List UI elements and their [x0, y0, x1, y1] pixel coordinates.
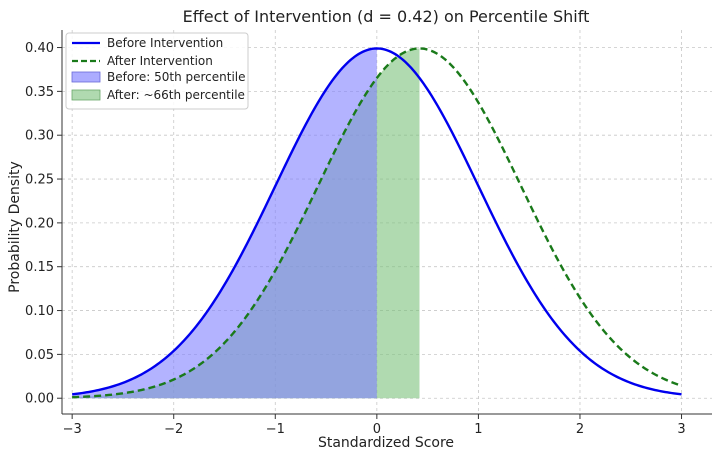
- tick-labels: −3 −2 −1 0 1 2 3 0.00 0.05 0.10 0.15 0.20 0.25 0.30 0.…: [25, 41, 686, 437]
- y-tick-label: 0.40: [25, 41, 54, 56]
- y-tick-label: 0.05: [25, 348, 54, 363]
- x-tick-label: 2: [576, 422, 584, 437]
- x-tick-label: 1: [474, 422, 482, 437]
- legend-frame: [65, 32, 249, 110]
- axes: [57, 30, 712, 419]
- y-tick-label: 0.30: [25, 129, 54, 144]
- x-tick-label: −3: [63, 422, 82, 437]
- y-tick-label: 0.00: [25, 392, 54, 407]
- legend-label-before-area: Before: 50th percentile: [107, 70, 246, 84]
- x-tick-label: 0: [373, 422, 381, 437]
- x-tick-label: −1: [266, 422, 285, 437]
- after-intervention-line: [72, 47, 682, 399]
- y-tick-label: 0.35: [25, 85, 54, 100]
- y-axis-label: Probability Density: [7, 161, 23, 293]
- y-tick-label: 0.10: [25, 304, 54, 319]
- legend-label-before: Before Intervention: [107, 36, 223, 50]
- x-tick-label: −2: [164, 422, 183, 437]
- series-lines: [72, 47, 682, 399]
- legend-swatch-before-area: [71, 71, 101, 83]
- chart-title: Effect of Intervention (d = 0.42) on Per…: [183, 7, 590, 26]
- y-tick-label: 0.25: [25, 173, 54, 188]
- legend-label-after: After Intervention: [107, 54, 213, 68]
- legend: Before Intervention After Intervention B…: [65, 32, 249, 110]
- legend-label-after-area: After: ~66th percentile: [107, 88, 245, 102]
- x-tick-label: 3: [677, 422, 685, 437]
- legend-swatch-after-area: [71, 89, 101, 101]
- y-tick-label: 0.20: [25, 216, 54, 231]
- y-tick-label: 0.15: [25, 260, 54, 275]
- x-axis-label: Standardized Score: [318, 435, 454, 451]
